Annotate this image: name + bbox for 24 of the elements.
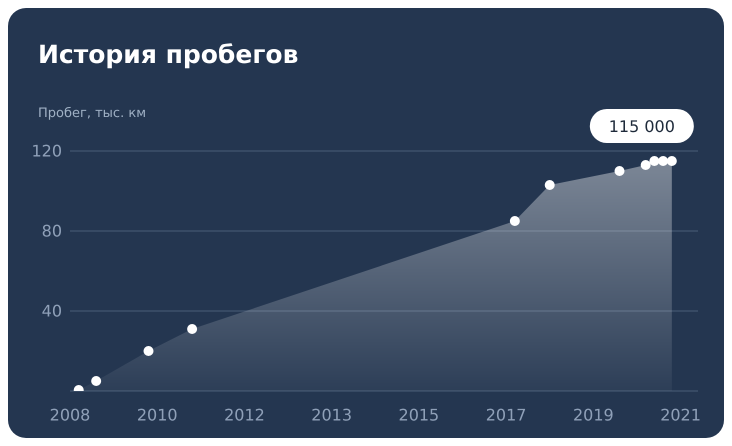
text: 115 000 [608, 117, 675, 136]
point [614, 166, 624, 176]
point [91, 376, 102, 386]
y-axis-title: Пробег, тыс. км [38, 106, 146, 121]
x-tick-label: 2012 [224, 405, 265, 424]
point [649, 156, 660, 166]
y-tick-label: 40 [42, 302, 62, 321]
point [187, 324, 198, 334]
x-tick-label: 2019 [572, 405, 614, 424]
y-tick-label: 120 [31, 142, 62, 161]
x-tick-label: 2008 [50, 405, 90, 424]
point [510, 216, 520, 226]
point [658, 156, 668, 166]
y-tick-label: 80 [42, 222, 62, 241]
x-tick-label: 2017 [486, 405, 526, 424]
x-tick-label: 2021 [660, 405, 701, 424]
x-tick-label: 2013 [311, 405, 352, 424]
chart-title: История пробегов [38, 40, 298, 69]
point [544, 180, 555, 190]
x-tick-label: 2010 [136, 405, 178, 424]
point [640, 160, 651, 170]
point [144, 346, 154, 356]
point [666, 156, 677, 166]
x-tick-label: 2015 [398, 405, 440, 424]
